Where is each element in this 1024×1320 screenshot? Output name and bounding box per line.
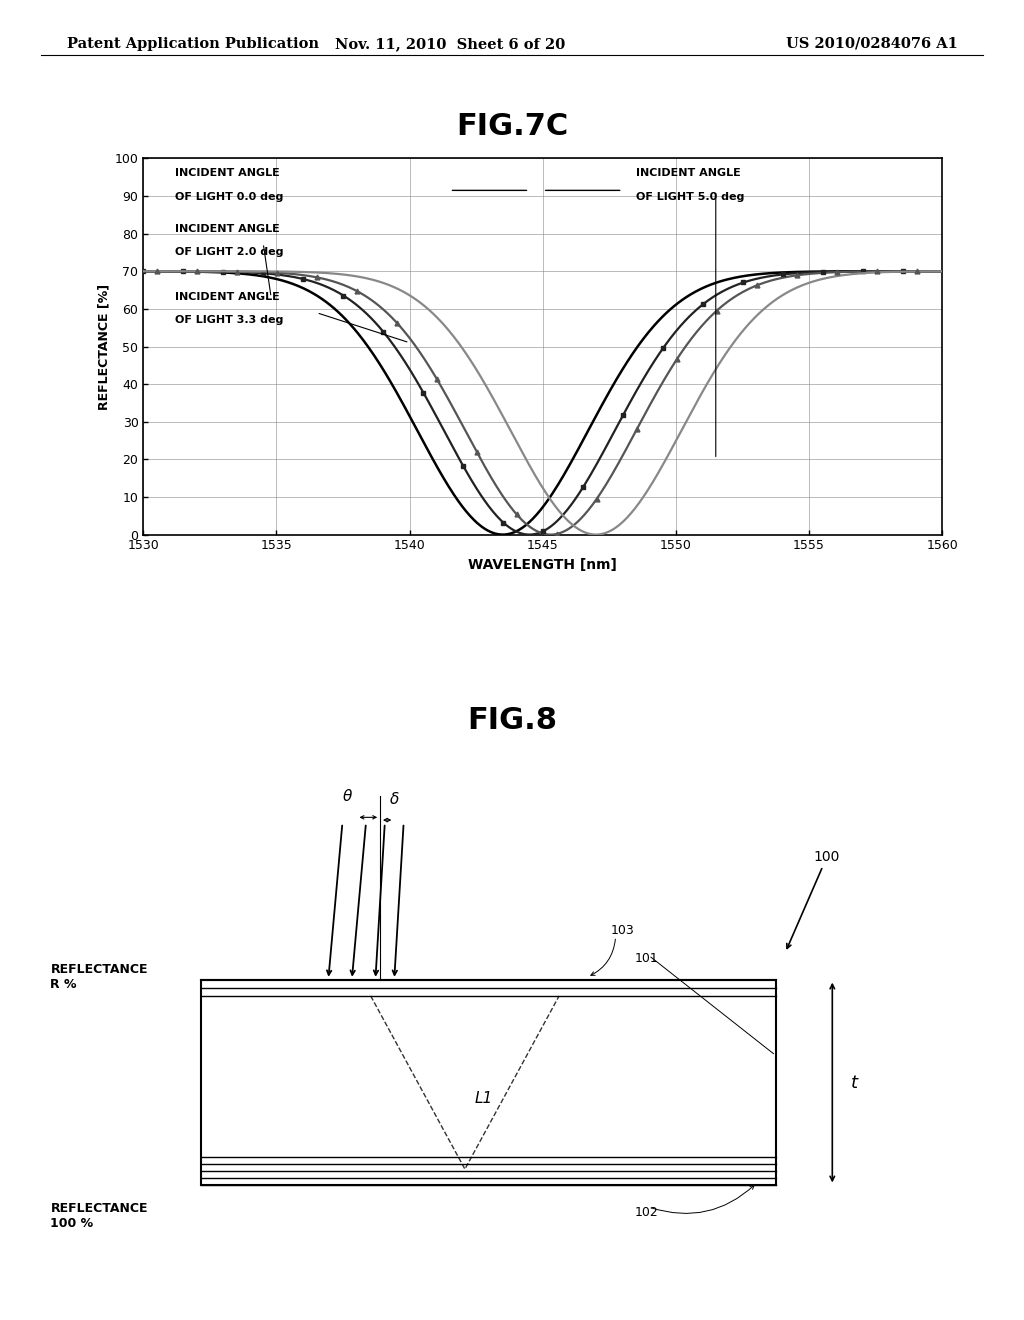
Text: REFLECTANCE
R %: REFLECTANCE R % bbox=[50, 964, 147, 991]
Text: INCIDENT ANGLE: INCIDENT ANGLE bbox=[175, 168, 280, 178]
Text: 100: 100 bbox=[813, 850, 840, 863]
Text: US 2010/0284076 A1: US 2010/0284076 A1 bbox=[785, 37, 957, 51]
Text: $\theta$: $\theta$ bbox=[342, 788, 352, 804]
Text: Nov. 11, 2010  Sheet 6 of 20: Nov. 11, 2010 Sheet 6 of 20 bbox=[336, 37, 565, 51]
Text: OF LIGHT 2.0 deg: OF LIGHT 2.0 deg bbox=[175, 247, 284, 257]
Text: FIG.7C: FIG.7C bbox=[456, 112, 568, 141]
Text: 103: 103 bbox=[611, 924, 635, 937]
Bar bbox=[201, 979, 776, 1185]
Text: INCIDENT ANGLE: INCIDENT ANGLE bbox=[175, 292, 280, 302]
Text: INCIDENT ANGLE: INCIDENT ANGLE bbox=[636, 168, 740, 178]
Text: L1: L1 bbox=[474, 1092, 493, 1106]
Text: REFLECTANCE
100 %: REFLECTANCE 100 % bbox=[50, 1201, 147, 1230]
Text: 102: 102 bbox=[635, 1206, 658, 1218]
Text: $\delta$: $\delta$ bbox=[389, 791, 399, 807]
Text: 101: 101 bbox=[635, 952, 658, 965]
Text: Patent Application Publication: Patent Application Publication bbox=[67, 37, 318, 51]
X-axis label: WAVELENGTH [nm]: WAVELENGTH [nm] bbox=[468, 558, 617, 572]
Text: t: t bbox=[851, 1073, 858, 1092]
Y-axis label: REFLECTANCE [%]: REFLECTANCE [%] bbox=[97, 284, 111, 409]
Text: INCIDENT ANGLE: INCIDENT ANGLE bbox=[175, 224, 280, 234]
Text: OF LIGHT 3.3 deg: OF LIGHT 3.3 deg bbox=[175, 314, 284, 325]
Text: FIG.8: FIG.8 bbox=[467, 706, 557, 735]
Text: OF LIGHT 0.0 deg: OF LIGHT 0.0 deg bbox=[175, 193, 284, 202]
Text: OF LIGHT 5.0 deg: OF LIGHT 5.0 deg bbox=[636, 193, 744, 202]
